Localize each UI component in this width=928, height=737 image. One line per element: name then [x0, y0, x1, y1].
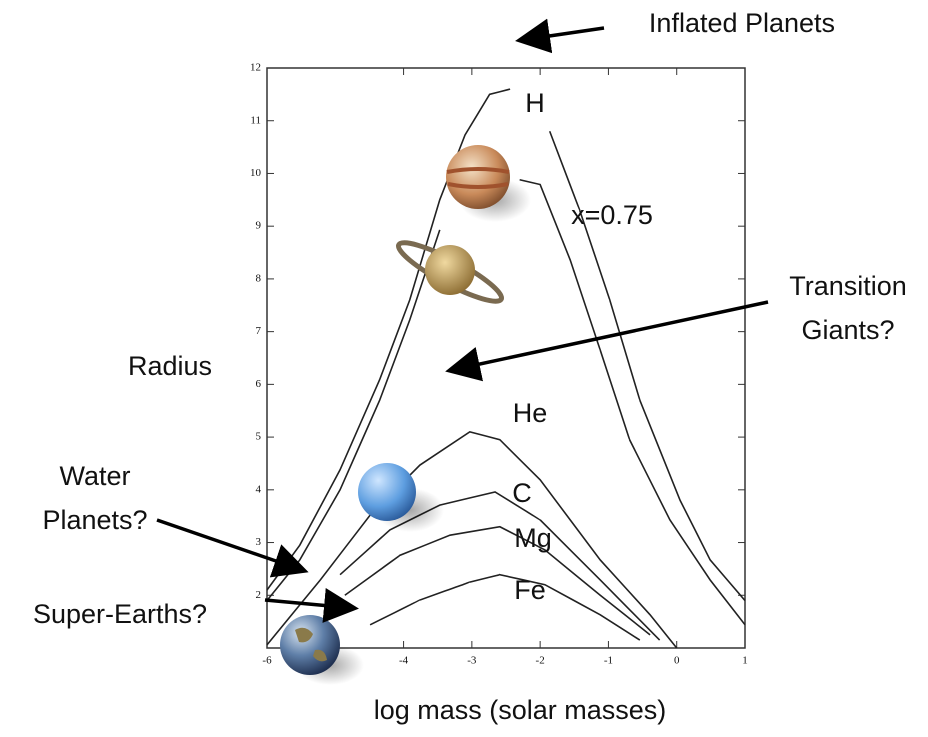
earth: [280, 615, 340, 675]
y-tick-label: 9: [256, 220, 262, 232]
x-tick-label: -2: [536, 655, 545, 667]
y-tick-label: 11: [250, 114, 261, 126]
arrows: [156, 18, 769, 623]
curve: [519, 179, 746, 626]
x-tick-label: -4: [399, 655, 409, 667]
annotation: Super-Earths?: [33, 599, 207, 629]
curve: [344, 525, 651, 636]
decor: [280, 145, 531, 685]
curve-label: H: [525, 88, 545, 118]
curve: [266, 88, 511, 591]
y-tick-label: 10: [250, 167, 262, 179]
arrow: [445, 300, 769, 382]
curve-label: He: [513, 398, 548, 428]
annotation: Water Planets?: [42, 461, 147, 535]
curve-label: C: [512, 478, 532, 508]
y-tick-label: 8: [256, 272, 262, 284]
y-tick-label: 4: [256, 483, 262, 495]
y-tick-label: 5: [256, 431, 262, 443]
arrow: [156, 518, 309, 578]
arrow: [515, 18, 605, 54]
y-tick-label: 2: [256, 589, 262, 601]
plot-frame: [266, 67, 746, 649]
curve: [369, 573, 641, 641]
x-tick-label: 1: [742, 655, 748, 667]
saturn: [425, 245, 475, 295]
curve: [266, 430, 678, 649]
plot-area: 2 3 4 5 6 7 8 9 10 11 12 -6 -4 -3 -2 -1 0 1: [250, 62, 748, 667]
jupiter: [446, 145, 510, 209]
curve-label: Fe: [514, 575, 546, 605]
earth-land: [295, 627, 327, 662]
annotation: Transition Giants?: [789, 271, 907, 345]
x-axis-label: log mass (solar masses): [374, 695, 667, 725]
curve-label: x=0.75: [571, 200, 653, 230]
arrow: [264, 588, 359, 623]
x-tick-label: 0: [674, 655, 680, 667]
y-tick-label: 3: [256, 536, 262, 548]
curve: [339, 491, 661, 641]
curve-label: Mg: [514, 523, 552, 553]
x-tick-label: -6: [262, 655, 272, 667]
jupiter-bands: [446, 167, 510, 189]
x-tick-label: -1: [604, 655, 613, 667]
neptune: [358, 463, 416, 521]
y-tick-label: 6: [256, 378, 262, 390]
y-axis-label: Radius: [128, 351, 212, 381]
y-tick-label: 12: [250, 62, 261, 74]
x-tick-label: -3: [467, 655, 477, 667]
curve: [548, 130, 746, 602]
annotation: Inflated Planets: [649, 8, 835, 38]
y-tick-label: 7: [256, 325, 262, 337]
